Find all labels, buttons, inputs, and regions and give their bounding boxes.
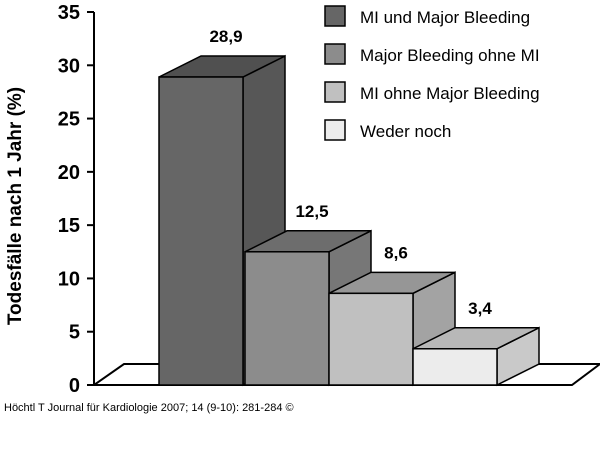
source-citation: Höchtl T Journal für Kardiologie 2007; 1… — [4, 402, 294, 414]
legend-item: Weder noch — [324, 119, 451, 141]
y-tick-label: 35 — [58, 2, 80, 24]
y-tick-label: 5 — [69, 322, 80, 344]
legend-swatch — [324, 5, 346, 27]
bar-front-face — [412, 348, 498, 386]
legend-item: MI ohne Major Bleeding — [324, 81, 540, 103]
legend-item: Major Bleeding ohne MI — [324, 43, 540, 65]
data-labels: 28,9 12,5 8,6 3,4 — [209, 27, 492, 318]
data-label: 12,5 — [295, 202, 328, 221]
bar — [412, 326, 540, 387]
data-label: 8,6 — [384, 243, 408, 262]
data-label: 28,9 — [209, 27, 242, 46]
bar-front-face — [158, 76, 244, 386]
data-label: 3,4 — [468, 299, 492, 318]
legend-label: Weder noch — [360, 122, 451, 141]
bar-chart: 0 5 10 15 20 25 30 35 28,9 12,5 8,6 3,4 MI und Maj… — [5, 2, 600, 397]
legend-item: MI und Major Bleeding — [324, 5, 530, 27]
y-tick-label: 25 — [58, 109, 80, 131]
bar-front-face — [244, 251, 330, 386]
y-tick-label: 15 — [58, 215, 80, 237]
legend-label: Major Bleeding ohne MI — [360, 46, 540, 65]
legend-swatch — [324, 43, 346, 65]
y-tick-label: 0 — [69, 375, 80, 397]
legend-label: MI und Major Bleeding — [360, 8, 530, 27]
legend-label: MI ohne Major Bleeding — [360, 84, 540, 103]
y-axis — [87, 11, 95, 386]
bars — [158, 54, 540, 387]
y-tick-labels: 0 5 10 15 20 25 30 35 — [58, 2, 80, 397]
legend: MI und Major Bleeding Major Bleeding ohne… — [324, 5, 540, 141]
legend-swatch — [324, 119, 346, 141]
bar — [158, 54, 286, 387]
y-axis-label: Todesfälle nach 1 Jahr (%) — [5, 87, 26, 325]
y-tick-label: 20 — [58, 162, 80, 184]
legend-swatch — [324, 81, 346, 103]
y-tick-label: 10 — [58, 268, 80, 290]
y-tick-label: 30 — [58, 55, 80, 77]
bar-front-face — [328, 292, 414, 386]
